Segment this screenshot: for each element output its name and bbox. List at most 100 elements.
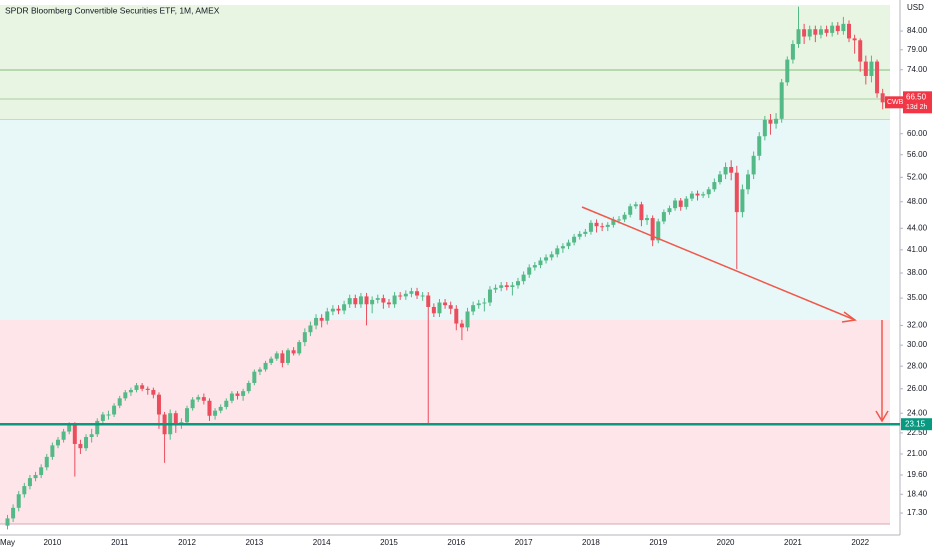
candle-body xyxy=(201,397,206,401)
candle-body xyxy=(628,206,633,215)
candle-body xyxy=(650,218,655,241)
candle-body xyxy=(297,342,302,354)
candle-body xyxy=(437,302,442,314)
y-tick-label: 35.00 xyxy=(907,293,928,302)
candle-body xyxy=(695,193,700,196)
candle-body xyxy=(880,93,885,103)
candle-body xyxy=(398,295,403,297)
candle-body xyxy=(246,382,251,392)
candle-body xyxy=(156,394,161,415)
pink-zone xyxy=(0,320,890,524)
candle-body xyxy=(145,388,150,390)
candle-body xyxy=(572,236,577,243)
candle-body xyxy=(746,174,751,190)
candle-body xyxy=(151,389,156,395)
candle-body xyxy=(381,298,386,303)
candle-body xyxy=(123,392,128,399)
candle-body xyxy=(549,254,554,258)
candle-body xyxy=(269,358,274,363)
x-tick-label: 2014 xyxy=(313,538,331,547)
candle-body xyxy=(818,29,823,35)
x-tick-label: 2010 xyxy=(43,538,61,547)
candle-body xyxy=(757,136,762,156)
candle-body xyxy=(84,436,89,449)
candle-body xyxy=(22,486,27,495)
candle-body xyxy=(207,400,212,416)
candle-body xyxy=(218,406,223,411)
candle-body xyxy=(286,350,290,363)
candle-body xyxy=(302,332,307,343)
candle-body xyxy=(493,287,498,290)
candle-body xyxy=(173,413,178,424)
x-tick-label: 2022 xyxy=(851,538,869,547)
candle-body xyxy=(583,231,588,234)
candle-body xyxy=(392,295,397,305)
candle-body xyxy=(364,296,369,305)
candle-body xyxy=(807,29,812,37)
candle-body xyxy=(409,291,414,294)
candle-body xyxy=(263,362,268,370)
candle-body xyxy=(633,204,638,207)
candle-body xyxy=(95,420,100,435)
candle-body xyxy=(72,424,77,444)
x-tick-label: 2012 xyxy=(178,538,196,547)
candle-body xyxy=(622,214,627,220)
candle-body xyxy=(824,29,829,33)
candle-body xyxy=(785,59,790,83)
candle-body xyxy=(5,518,10,526)
candle-body xyxy=(639,204,644,221)
candle-body xyxy=(852,38,857,41)
candle-body xyxy=(140,385,145,389)
candle-body xyxy=(774,118,779,124)
y-tick-label: 60.00 xyxy=(907,129,928,138)
candle-body xyxy=(128,389,133,393)
y-tick-label: 24.00 xyxy=(907,408,928,417)
candle-body xyxy=(847,23,851,39)
candle-body xyxy=(134,385,139,390)
candle-body xyxy=(527,267,532,275)
candle-body xyxy=(291,350,296,354)
candle-body xyxy=(61,431,66,440)
candle-body xyxy=(504,285,509,287)
candle-body xyxy=(314,317,319,326)
y-tick-label: 56.00 xyxy=(907,150,928,159)
x-tick-label: 2011 xyxy=(111,538,129,547)
candle-body xyxy=(308,325,313,333)
trend-arrow xyxy=(581,206,856,321)
candle-body xyxy=(510,285,515,287)
candle-body xyxy=(588,222,593,232)
candle-body xyxy=(196,397,201,400)
last-price-label: 66.50 xyxy=(906,92,927,101)
candle-body xyxy=(459,323,464,328)
y-tick-label: 44.00 xyxy=(907,223,928,232)
candle-body xyxy=(863,61,868,76)
candle-body xyxy=(257,369,262,372)
candle-body xyxy=(706,189,711,195)
symbol-box xyxy=(885,96,903,109)
candle-body xyxy=(342,304,347,311)
candle-body xyxy=(67,424,72,432)
x-tick-label: 2019 xyxy=(649,538,667,547)
y-tick-label: 41.00 xyxy=(907,245,928,254)
candle-body xyxy=(112,405,117,415)
candle-body xyxy=(224,400,229,407)
candle-body xyxy=(185,408,190,423)
candle-body xyxy=(751,155,756,175)
candle-body xyxy=(274,353,279,359)
candle-body xyxy=(325,311,330,321)
support-label-box xyxy=(901,418,932,431)
candle-body xyxy=(471,305,476,312)
x-tick-label: 2020 xyxy=(717,538,735,547)
candle-body xyxy=(443,302,448,306)
candle-body xyxy=(100,414,105,421)
y-tick-label: 79.00 xyxy=(907,45,928,54)
candle-body xyxy=(667,208,672,213)
candle-body xyxy=(89,434,94,437)
candle-body xyxy=(190,399,195,409)
arrow-head xyxy=(841,311,857,323)
candle-body xyxy=(16,494,21,508)
candle-body xyxy=(27,478,32,487)
candle-body xyxy=(516,281,521,286)
candle-body xyxy=(802,29,807,37)
y-tick-label: 26.00 xyxy=(907,384,928,393)
